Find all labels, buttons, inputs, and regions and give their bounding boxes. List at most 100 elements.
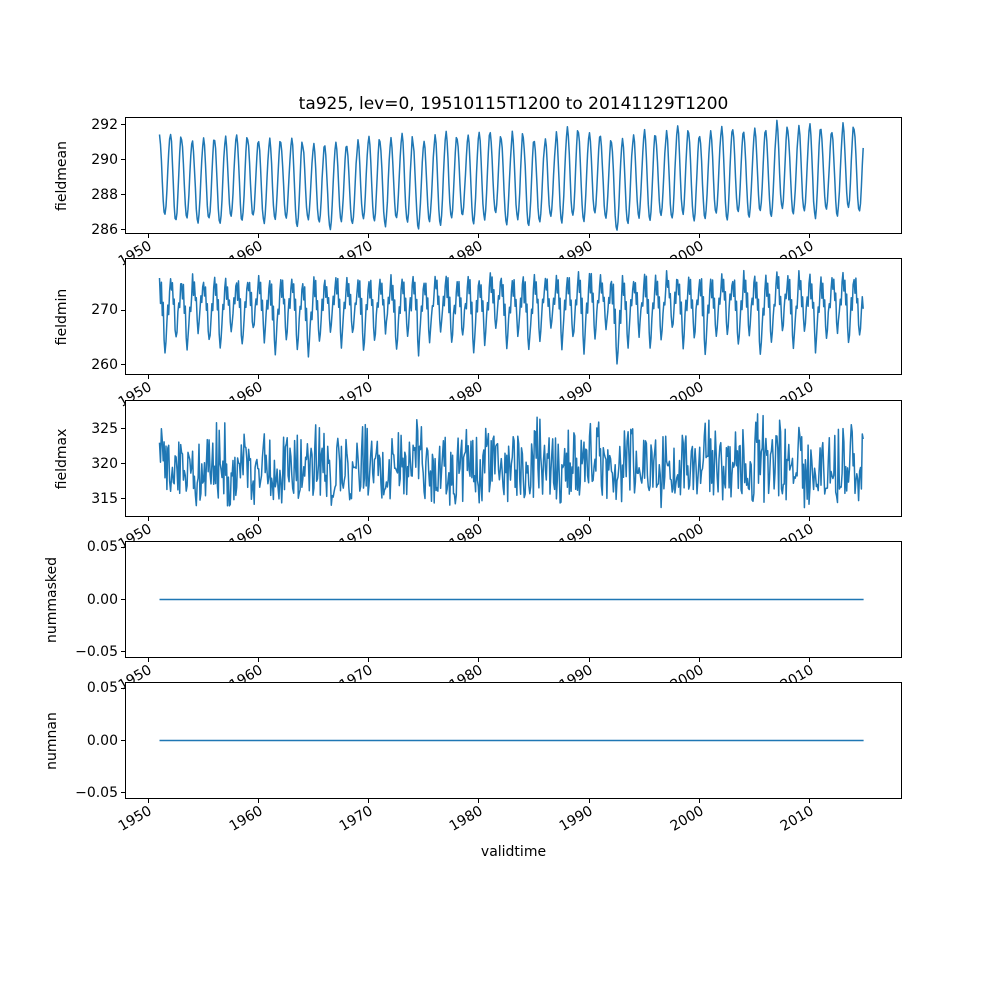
axes-frame-fieldmin	[125, 258, 902, 375]
y-tick-label-fieldmean: 290	[91, 151, 118, 168]
x-tick-label-fieldmin: 2000	[667, 379, 707, 411]
x-tick-label-fieldmax: 2010	[777, 521, 817, 553]
x-tick-numnan	[588, 799, 590, 803]
x-tick-fieldmax	[588, 517, 590, 521]
data-line-nummasked	[159, 598, 864, 601]
data-line-fieldmax	[158, 413, 864, 509]
x-tick-label-numnan: 1950	[116, 803, 156, 835]
x-tick-label-fieldmean: 1990	[557, 238, 597, 270]
axes-frame-numnan	[125, 682, 902, 799]
x-tick-nummasked	[478, 658, 480, 662]
x-tick-numnan	[368, 799, 370, 803]
x-tick-label-numnan: 1960	[226, 803, 266, 835]
x-tick-nummasked	[808, 658, 810, 662]
y-tick-fieldmean	[121, 229, 125, 230]
y-tick-fieldmax	[121, 498, 125, 500]
y-axis-label-fieldmin: fieldmin	[54, 288, 70, 345]
x-tick-fieldmean	[588, 234, 590, 238]
axes-frame-nummasked	[125, 541, 902, 658]
x-tick-nummasked	[257, 658, 259, 662]
y-tick-label-numnan: 0.00	[86, 732, 118, 749]
data-line-numnan	[159, 739, 864, 742]
x-tick-label-fieldmean: 1970	[336, 238, 376, 270]
x-tick-label-numnan: 1990	[557, 803, 597, 835]
x-tick-nummasked	[147, 658, 149, 662]
x-tick-fieldmax	[368, 517, 370, 521]
x-tick-label-fieldmax: 2000	[667, 521, 707, 553]
x-tick-fieldmean	[257, 234, 259, 238]
y-tick-label-fieldmean: 286	[91, 221, 118, 238]
y-tick-numnan	[121, 687, 125, 689]
x-tick-label-fieldmax: 1960	[226, 521, 266, 553]
x-tick-fieldmax	[147, 517, 149, 521]
y-tick-label-nummasked: −0.05	[75, 643, 118, 660]
x-tick-fieldmean	[478, 234, 480, 238]
x-tick-label-numnan: 1970	[336, 803, 376, 835]
x-tick-label-numnan: 2010	[777, 803, 817, 835]
x-tick-label-nummasked: 2000	[667, 662, 707, 694]
x-tick-label-fieldmean: 2000	[667, 238, 707, 270]
x-tick-nummasked	[588, 658, 590, 662]
x-tick-label-fieldmean: 1950	[116, 238, 156, 270]
x-tick-label-fieldmin: 2010	[777, 379, 817, 411]
x-tick-label-fieldmin: 1950	[116, 379, 156, 411]
y-tick-label-nummasked: 0.00	[86, 591, 118, 608]
x-tick-fieldmin	[368, 375, 370, 379]
y-tick-fieldmin	[121, 364, 125, 366]
y-tick-label-numnan: 0.05	[86, 680, 118, 697]
y-axis-label-numnan: numnan	[44, 711, 60, 770]
y-axis-label-nummasked: nummasked	[44, 556, 60, 643]
x-axis-label: validtime	[480, 844, 547, 860]
x-tick-numnan	[808, 799, 810, 803]
x-tick-numnan	[478, 799, 480, 803]
figure-title: ta925, lev=0, 19510115T1200 to 20141129T…	[298, 94, 729, 114]
x-tick-label-numnan: 2000	[667, 803, 707, 835]
x-tick-fieldmax	[808, 517, 810, 521]
x-tick-label-fieldmax: 1980	[446, 521, 486, 553]
y-tick-nummasked	[121, 651, 125, 653]
x-tick-fieldmin	[147, 375, 149, 379]
x-tick-label-fieldmean: 1960	[226, 238, 266, 270]
x-tick-label-fieldmin: 1990	[557, 379, 597, 411]
y-tick-fieldmean	[121, 194, 125, 196]
x-tick-label-fieldmin: 1970	[336, 379, 376, 411]
x-tick-fieldmean	[698, 234, 700, 238]
y-tick-fieldmin	[121, 309, 125, 311]
y-tick-label-fieldmax: 320	[91, 455, 118, 472]
x-tick-label-fieldmax: 1950	[116, 521, 156, 553]
x-tick-fieldmin	[588, 375, 590, 379]
x-tick-numnan	[257, 799, 259, 803]
x-tick-label-nummasked: 1960	[226, 662, 266, 694]
data-line-fieldmin	[158, 269, 864, 365]
x-tick-fieldmax	[257, 517, 259, 521]
x-tick-label-fieldmin: 1980	[446, 379, 486, 411]
x-tick-fieldmean	[368, 234, 370, 238]
y-tick-nummasked	[121, 599, 125, 600]
x-tick-label-fieldmin: 1960	[226, 379, 266, 411]
y-tick-label-fieldmin: 270	[91, 302, 118, 319]
axes-frame-fieldmax	[125, 400, 902, 517]
x-tick-fieldmin	[257, 375, 259, 379]
x-tick-label-fieldmean: 2010	[777, 238, 817, 270]
y-tick-label-nummasked: 0.05	[86, 539, 118, 556]
x-tick-nummasked	[368, 658, 370, 662]
axes-frame-fieldmean	[125, 117, 902, 234]
y-tick-numnan	[121, 740, 125, 741]
x-tick-numnan	[698, 799, 700, 803]
y-tick-label-fieldmin: 260	[91, 356, 118, 373]
y-tick-label-fieldmax: 325	[91, 420, 118, 437]
y-tick-label-fieldmean: 288	[91, 186, 118, 203]
x-tick-label-nummasked: 1970	[336, 662, 376, 694]
y-tick-label-numnan: −0.05	[75, 784, 118, 801]
y-tick-fieldmean	[121, 159, 125, 161]
x-tick-fieldmin	[808, 375, 810, 379]
y-tick-fieldmean	[121, 124, 125, 126]
y-tick-label-fieldmax: 315	[91, 490, 118, 507]
y-tick-numnan	[121, 792, 125, 794]
y-axis-label-fieldmax: fieldmax	[54, 428, 70, 489]
x-tick-label-nummasked: 2010	[777, 662, 817, 694]
y-tick-fieldmax	[121, 428, 125, 430]
x-tick-fieldmean	[808, 234, 810, 238]
x-tick-label-nummasked: 1990	[557, 662, 597, 694]
